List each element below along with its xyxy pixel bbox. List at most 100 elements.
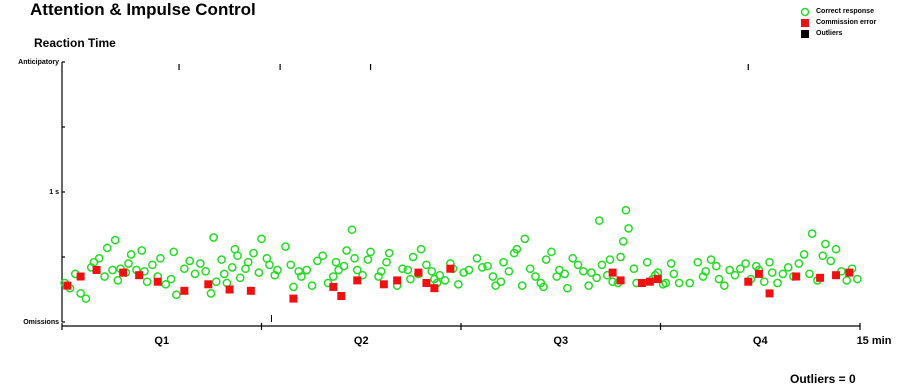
x-tick-label: Q1 <box>154 335 169 347</box>
correct-response-point <box>669 269 679 279</box>
y-tick-label: 1 s <box>49 189 59 196</box>
green-circle-icon <box>800 7 810 16</box>
correct-response-point <box>435 270 445 280</box>
correct-response-point <box>201 266 210 276</box>
correct-response-point <box>568 253 578 263</box>
commission-error-point <box>135 271 144 280</box>
correct-response-point <box>483 261 492 271</box>
commission-error-point <box>637 279 646 287</box>
correct-response-point <box>573 260 583 270</box>
correct-response-point <box>563 283 572 293</box>
commission-error-point <box>92 266 101 274</box>
commission-error-point <box>414 268 423 277</box>
correct-response-point <box>110 235 120 245</box>
correct-response-point <box>618 237 628 246</box>
commission-error-point <box>422 279 431 287</box>
correct-response-point <box>302 265 312 275</box>
correct-response-point <box>730 270 740 280</box>
correct-response-point <box>254 268 264 277</box>
correct-response-point <box>579 266 588 276</box>
commission-error-point <box>119 268 128 277</box>
correct-response-point <box>350 253 359 263</box>
correct-response-point <box>818 251 828 261</box>
correct-response-point <box>765 257 774 267</box>
correct-response-point <box>297 272 306 281</box>
correct-response-point <box>783 263 793 272</box>
correct-response-point <box>759 277 769 287</box>
commission-error-point <box>816 273 825 282</box>
correct-response-point <box>807 229 817 238</box>
correct-response-point <box>499 257 508 267</box>
correct-response-point <box>547 247 556 257</box>
correct-response-point <box>161 279 171 289</box>
correct-response-point <box>701 266 711 276</box>
commission-error-point <box>337 292 346 300</box>
x-tick-label: Q4 <box>753 335 769 347</box>
outliers-count: Outliers = 0 <box>790 372 856 386</box>
y-tick-label: Omissions <box>23 319 59 326</box>
correct-response-point <box>621 205 631 215</box>
correct-response-point <box>642 257 652 267</box>
correct-response-point <box>358 270 367 280</box>
correct-response-point <box>249 248 258 258</box>
correct-response-point <box>257 234 266 244</box>
correct-response-point <box>156 253 165 263</box>
correct-response-point <box>706 255 716 264</box>
correct-response-point <box>741 259 750 268</box>
correct-response-point <box>403 265 413 275</box>
legend-label: Commission error <box>816 19 877 26</box>
correct-response-point <box>137 246 147 255</box>
commission-error-point <box>76 272 85 281</box>
chart-subtitle: Reaction Time <box>34 36 116 50</box>
correct-response-point <box>605 255 615 264</box>
correct-response-point <box>217 255 226 264</box>
correct-response-point <box>661 278 671 288</box>
correct-response-point <box>616 252 625 262</box>
correct-response-point <box>794 259 804 268</box>
red-square-icon <box>801 18 809 27</box>
correct-response-point <box>233 251 242 261</box>
correct-response-point <box>594 216 604 225</box>
correct-response-point <box>235 273 245 283</box>
correct-response-point <box>108 265 117 275</box>
correct-response-point <box>81 294 91 303</box>
commission-error-point <box>616 276 625 285</box>
x-tick-label: Q2 <box>354 335 369 347</box>
correct-response-point <box>472 253 482 263</box>
correct-response-point <box>735 264 745 274</box>
commission-error-point <box>246 286 255 295</box>
correct-response-point <box>289 282 298 292</box>
commission-error-point <box>608 268 617 277</box>
correct-response-point <box>331 257 341 267</box>
black-square-icon <box>801 29 809 38</box>
correct-response-point <box>531 272 540 281</box>
correct-response-point <box>76 289 85 298</box>
page-title: Attention & Impulse Control <box>30 0 256 19</box>
correct-response-point <box>496 277 506 287</box>
commission-error-point <box>754 269 763 278</box>
commission-error-point <box>63 281 72 290</box>
legend-label: Correct response <box>816 8 874 15</box>
correct-response-point <box>608 277 617 287</box>
correct-response-point <box>416 244 426 254</box>
correct-response-point <box>624 224 633 233</box>
correct-response-point <box>693 257 703 267</box>
correct-response-point <box>169 247 179 257</box>
correct-response-point <box>142 277 152 287</box>
commission-error-point <box>645 277 654 286</box>
correct-response-point <box>347 225 357 235</box>
correct-response-point <box>100 272 109 281</box>
correct-response-point <box>94 253 104 263</box>
correct-response-point <box>307 281 317 290</box>
legend-item-outliers: Outliers <box>800 28 876 39</box>
x-tick-label: Q3 <box>553 335 568 347</box>
correct-response-point <box>592 273 602 283</box>
correct-response-point <box>126 250 136 259</box>
correct-response-point <box>805 269 814 279</box>
correct-response-point <box>339 261 349 271</box>
commission-error-point <box>446 264 455 273</box>
correct-response-point <box>172 290 181 300</box>
commission-error-point <box>744 277 753 286</box>
correct-response-point <box>539 282 548 292</box>
correct-response-point <box>629 264 639 274</box>
